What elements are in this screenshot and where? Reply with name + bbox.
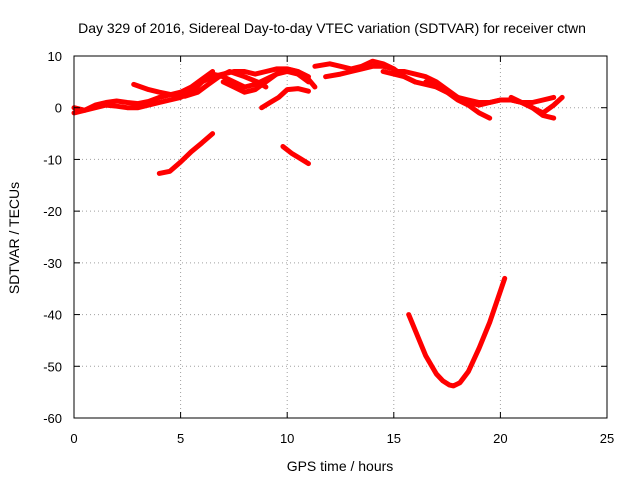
x-tick-label: 20 [493, 431, 507, 446]
y-axis-label: SDTVAR / TECUs [6, 182, 22, 294]
x-tick-label: 10 [280, 431, 294, 446]
x-tick-label: 0 [70, 431, 77, 446]
y-tick-label: -20 [43, 204, 62, 219]
series-line-arc-l [508, 94, 557, 121]
series-line-arc-o [406, 275, 508, 389]
series-line-arc-b [131, 69, 269, 99]
x-tick-label: 5 [177, 431, 184, 446]
series-line-arc-f [259, 86, 311, 111]
series-line-arc-i [380, 69, 493, 121]
y-tick-label: 10 [48, 49, 62, 64]
grid-lines [74, 56, 607, 418]
y-tick-label: -60 [43, 411, 62, 426]
axis-ticks: 0 5 10 15 20 25 10 0 -10 -20 -30 -40 -50 -60 [43, 49, 614, 446]
chart-title: Day 329 of 2016, Sidereal Day-to-day VTE… [78, 20, 586, 36]
plot-frame [73, 55, 608, 419]
y-tick-label: 0 [55, 101, 62, 116]
x-axis-label: GPS time / hours [287, 458, 394, 474]
series-line-arc-e [220, 66, 311, 95]
series-group [71, 58, 565, 389]
x-tick-label: 15 [387, 431, 401, 446]
series-line-arc-a2 [71, 69, 216, 113]
y-tick-label: -30 [43, 256, 62, 271]
y-tick-label: -10 [43, 152, 62, 167]
y-tick-label: -40 [43, 308, 62, 323]
x-tick-label: 25 [600, 431, 614, 446]
series-line-arc-g [312, 58, 397, 72]
series-line-arc-m [156, 131, 216, 176]
y-tick-label: -50 [43, 359, 62, 374]
series-line-arc-n [280, 144, 311, 167]
